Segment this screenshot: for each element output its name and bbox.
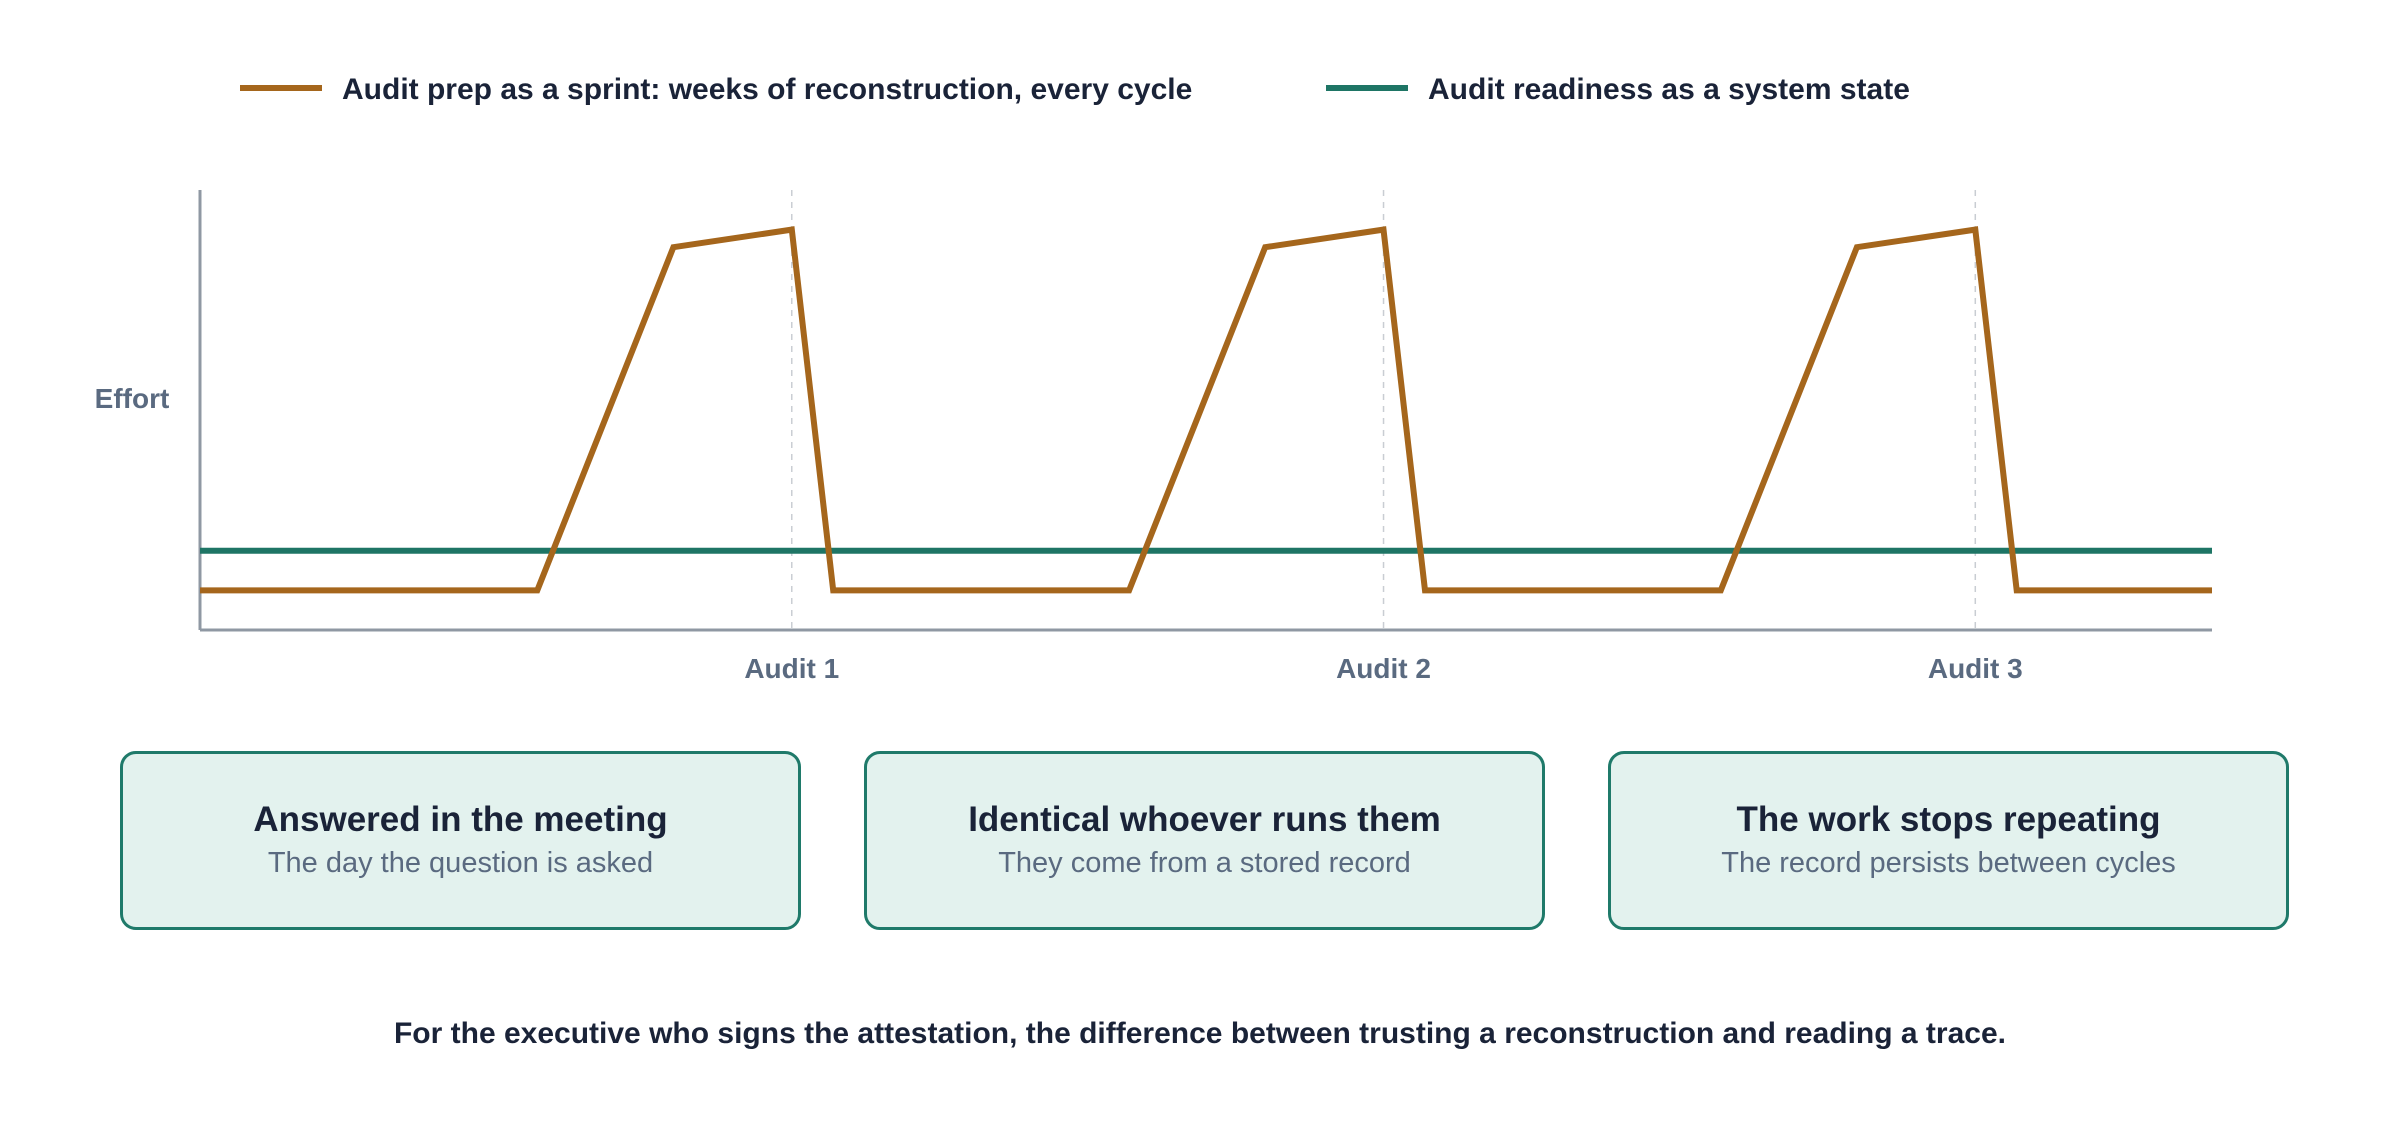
effort-chart: Audit prep as a sprint: weeks of reconst…: [95, 73, 2212, 684]
card-subtitle: The record persists between cycles: [1721, 847, 2176, 879]
card-answered-in-meeting: Answered in the meeting The day the ques…: [120, 751, 801, 930]
legend-label: Audit readiness as a system state: [1428, 73, 1910, 106]
x-tick-label: Audit 2: [1336, 653, 1431, 684]
x-tick-label: Audit 1: [744, 653, 839, 684]
y-axis-label: Effort: [95, 383, 170, 414]
card-identical-whoever-runs: Identical whoever runs them They come fr…: [864, 751, 1545, 930]
card-title: Identical whoever runs them: [968, 800, 1441, 839]
card-subtitle: They come from a stored record: [998, 847, 1411, 879]
card-title: The work stops repeating: [1736, 800, 2161, 839]
card-work-stops-repeating: The work stops repeating The record pers…: [1608, 751, 2289, 930]
series-line-audit-sprint: [200, 226, 2212, 594]
card-subtitle: The day the question is asked: [267, 847, 654, 879]
legend-label: Audit prep as a sprint: weeks of reconst…: [342, 73, 1192, 106]
footer-caption: For the executive who signs the attestat…: [393, 1017, 2006, 1050]
x-tick-label: Audit 3: [1928, 653, 2023, 684]
card-title: Answered in the meeting: [253, 800, 668, 839]
